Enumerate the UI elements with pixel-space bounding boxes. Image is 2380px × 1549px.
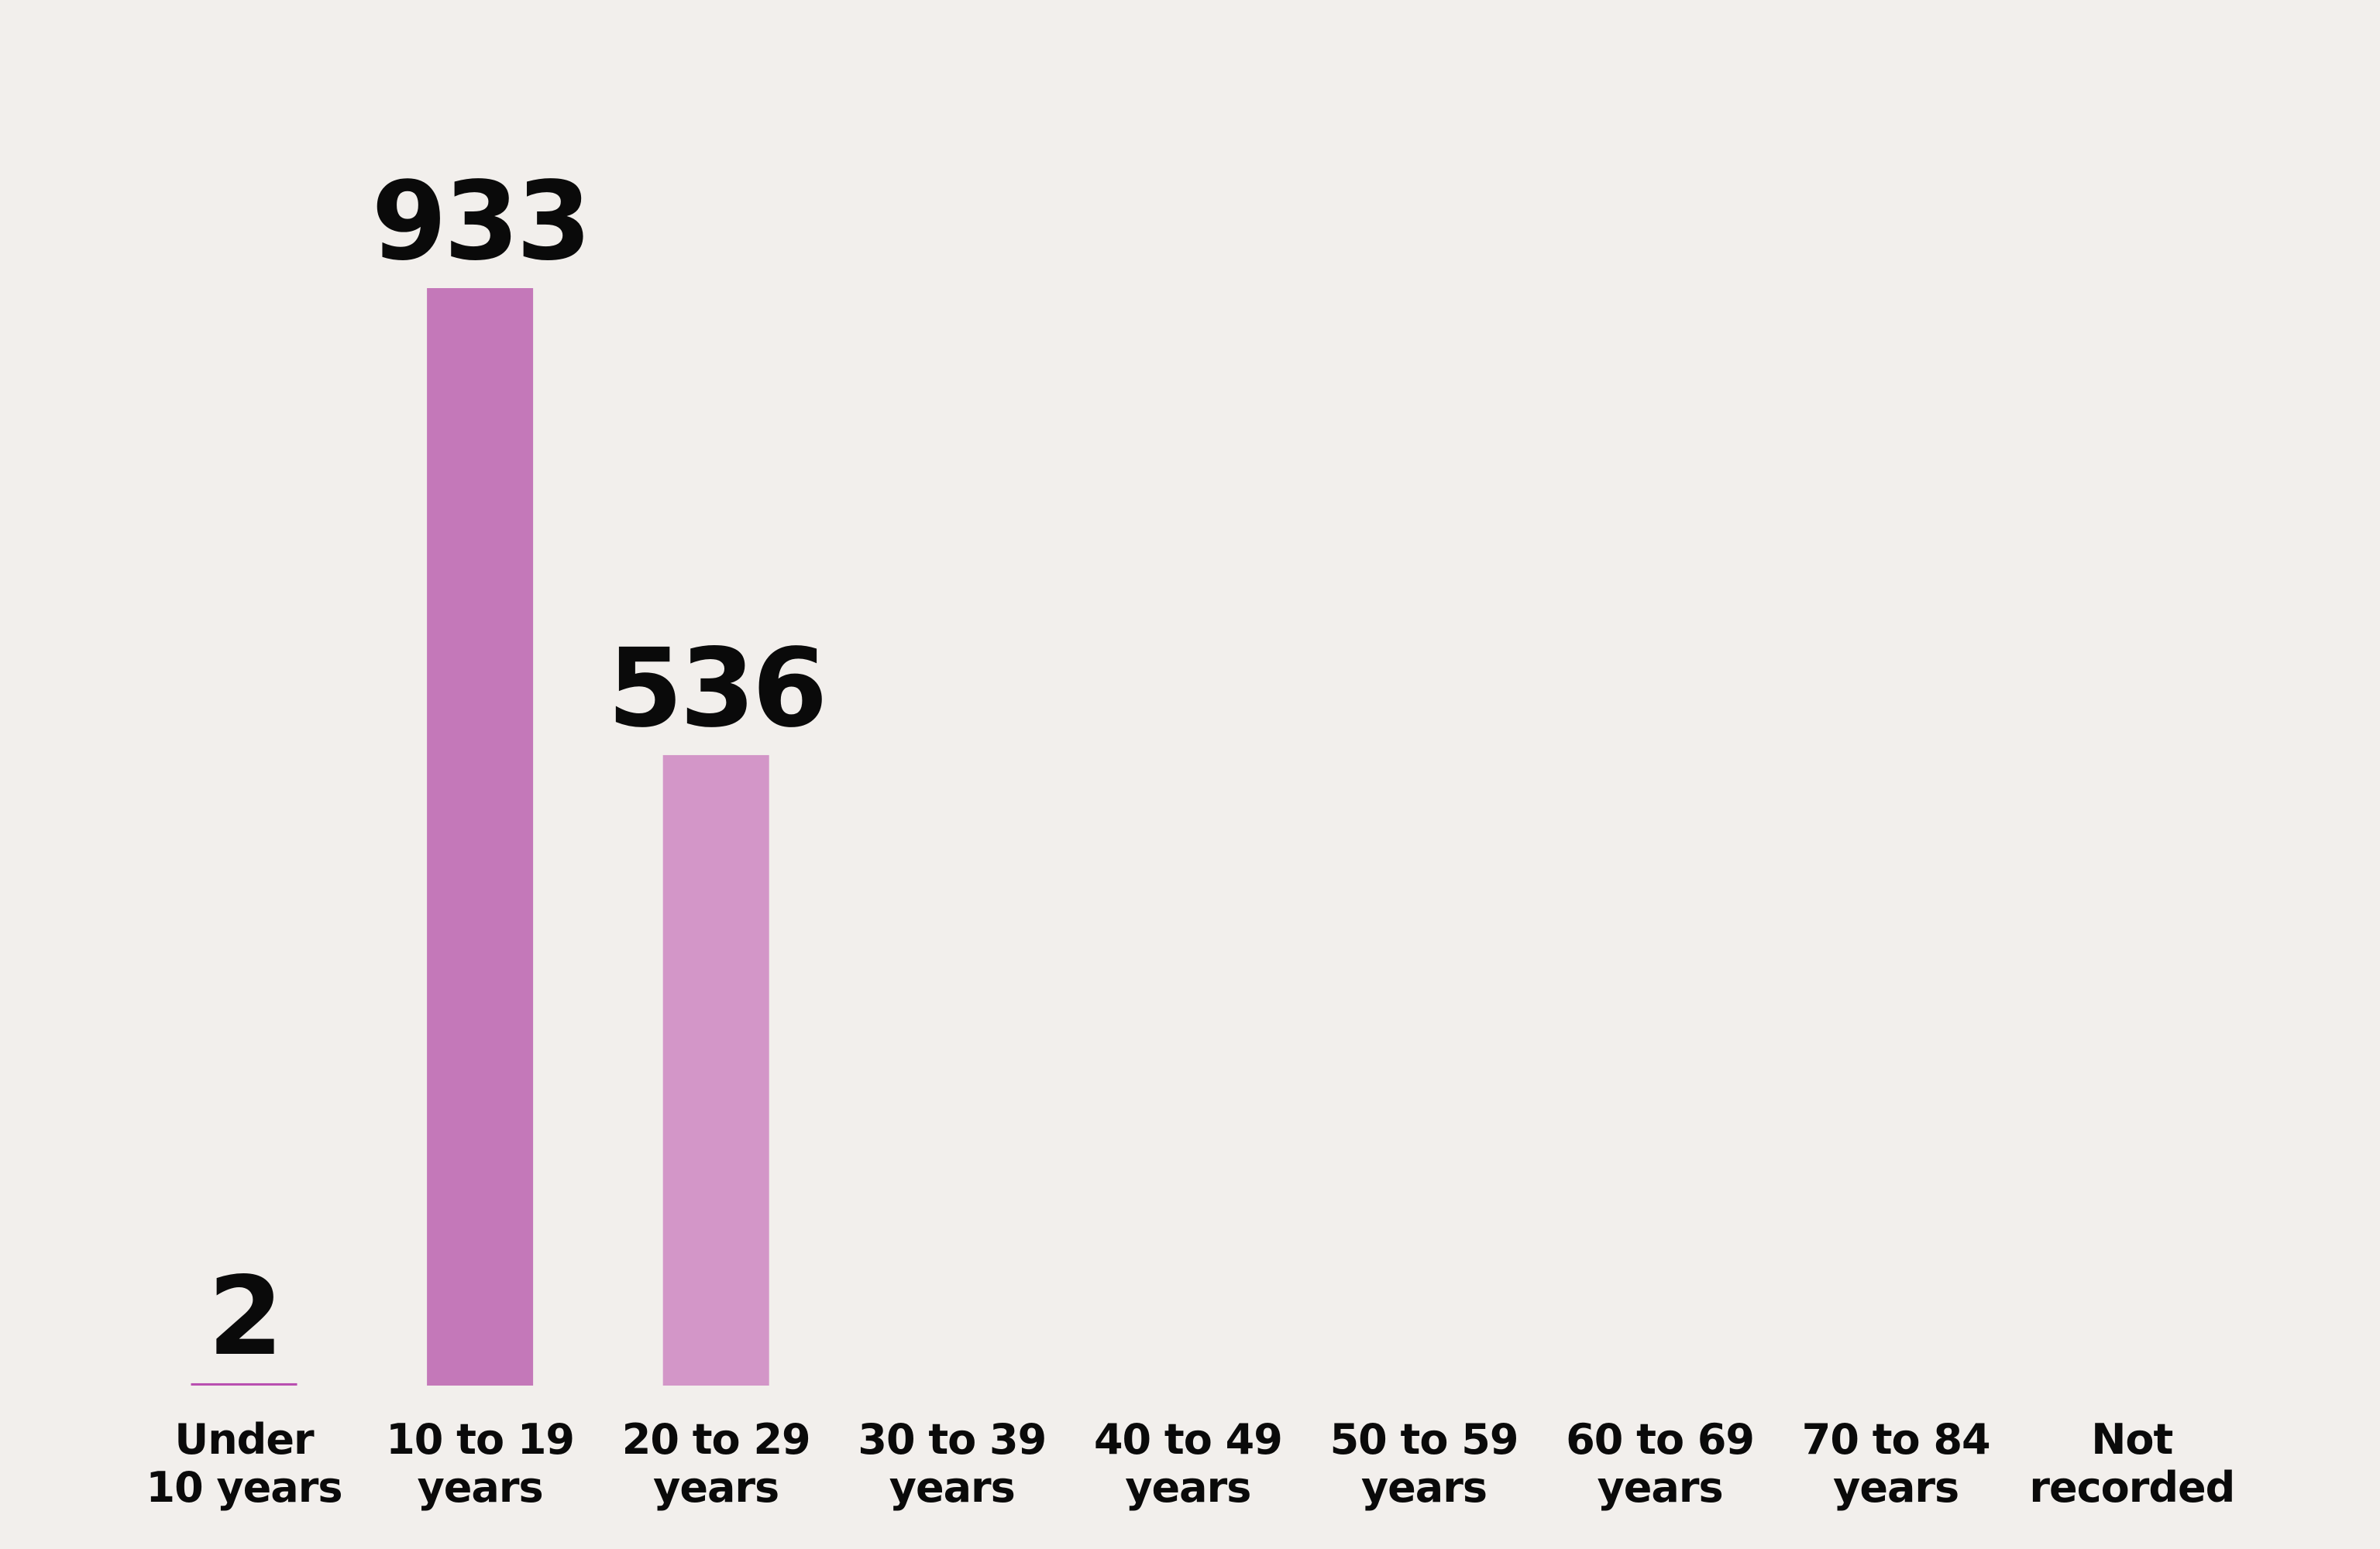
x-tick-label: Under 10 years [146,1415,343,1512]
x-tick-label: 30 to 39 years [858,1415,1047,1512]
value-label: 536 [607,626,824,752]
x-tick-label: Not recorded [2029,1415,2235,1512]
value-label: 2 [208,1254,280,1380]
bar [191,1382,298,1386]
bar [662,754,769,1386]
x-tick-label: 50 to 59 years [1329,1415,1519,1512]
x-tick-label: 40 to 49 years [1093,1415,1283,1512]
x-tick-label: 10 to 19 years [386,1415,575,1512]
value-label: 933 [371,159,588,285]
x-tick-label: 60 to 69 years [1566,1415,1755,1512]
bar [427,288,534,1386]
x-tick-label: 20 to 29 years [621,1415,811,1512]
x-tick-label: 70 to 84 years [1801,1415,1991,1512]
